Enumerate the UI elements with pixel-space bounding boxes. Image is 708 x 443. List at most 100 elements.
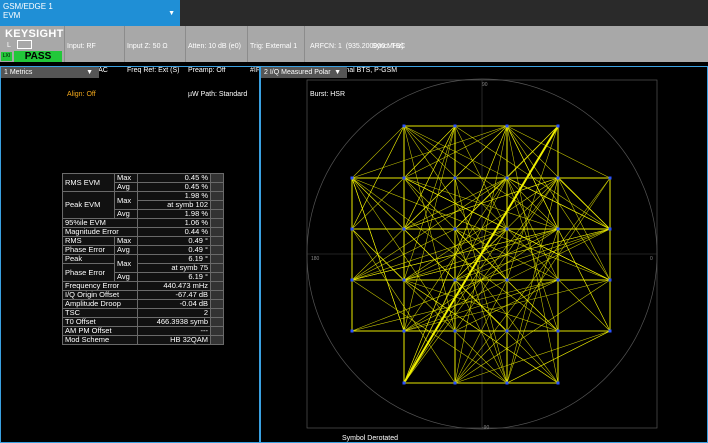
- mode-name: GSM/EDGE 1: [3, 2, 53, 11]
- table-row: Phase Error at symb 75: [62, 263, 224, 282]
- metrics-window-title-text: 1 Metrics: [4, 69, 33, 76]
- constellation-point: [350, 329, 354, 333]
- peak-phase-error-label: Phase Error: [62, 263, 115, 282]
- constellation-point: [505, 381, 509, 385]
- trajectory-trace: [403, 177, 508, 230]
- constellation-point: [556, 278, 560, 282]
- trajectory-trace: [506, 177, 559, 332]
- attenuation-settings[interactable]: Atten: 10 dB (e0) Preamp: Off µW Path: S…: [188, 27, 247, 115]
- table-row: Peak EVM Max 1.98 %: [62, 191, 224, 219]
- lxi-icon: LXI: [1, 52, 12, 61]
- trajectory-trace: [403, 125, 456, 281]
- trajectory-trace: [351, 228, 456, 384]
- constellation-point: [556, 227, 560, 231]
- burst-label: Burst: HSR: [310, 91, 346, 98]
- impedance-settings[interactable]: Input Z: 50 Ω Freq Ref: Ext (S): [127, 27, 180, 91]
- constellation-point: [453, 227, 457, 231]
- preamp-label: Preamp: Off: [188, 67, 226, 74]
- constellation-point: [608, 329, 612, 333]
- constellation-point: [453, 381, 457, 385]
- divider: [124, 26, 125, 62]
- axis-label-top: 90: [482, 82, 488, 88]
- constellation-point: [402, 227, 406, 231]
- table-row: Avg 1.98 %: [63, 209, 224, 219]
- divider: [185, 26, 186, 62]
- trajectory-trace: [454, 330, 611, 384]
- constellation-point: [556, 124, 560, 128]
- input-label: Input: RF: [67, 43, 96, 50]
- trajectory-trace: [351, 125, 508, 179]
- dropdown-arrow-icon: ▼: [86, 69, 93, 76]
- constellation-point: [608, 176, 612, 180]
- dropdown-arrow-icon: ▼: [334, 69, 341, 76]
- divider: [304, 26, 305, 62]
- trajectory-trace: [351, 125, 405, 230]
- constellation-point: [402, 124, 406, 128]
- dropdown-arrow-icon: ▼: [168, 10, 175, 17]
- table-row: TSC 2: [62, 308, 224, 318]
- table-row: Peak Max 6.19 °: [62, 254, 224, 273]
- trajectory-trace: [403, 177, 559, 230]
- trajectory-trace: [351, 125, 405, 179]
- trajectory-trace: [506, 228, 611, 281]
- constellation-point: [453, 124, 457, 128]
- iq-polar-window-title[interactable]: 2 I/Q Measured Polar ▼: [261, 67, 347, 78]
- table-row: 95%ile EVM 1.06 %: [62, 218, 224, 228]
- plot-footer: Symbol Derotated: [342, 435, 398, 442]
- peak-evm-label: Peak EVM: [62, 191, 115, 219]
- constellation-point: [402, 176, 406, 180]
- pass-status-badge: PASS: [14, 51, 62, 62]
- arfcn-label: ARFCN: 1 (935.200000 MHz): [310, 43, 404, 50]
- trigger-label: Trig: External 1: [250, 43, 298, 50]
- trajectory-trace: [403, 125, 559, 384]
- trajectory-trace: [403, 125, 456, 230]
- mode-selector[interactable]: GSM/EDGE 1 EVM ▼: [0, 0, 180, 26]
- constellation-point: [402, 381, 406, 385]
- constellation-point: [453, 176, 457, 180]
- trajectory-trace: [403, 279, 456, 384]
- divider: [247, 26, 248, 62]
- constellation-point: [402, 329, 406, 333]
- cell: [210, 335, 224, 345]
- trajectory-trace: [506, 330, 611, 384]
- constellation-point: [556, 329, 560, 333]
- constellation-point: [402, 278, 406, 282]
- constellation-point: [453, 329, 457, 333]
- axis-label-left: 180: [311, 256, 320, 262]
- trajectory-trace: [351, 177, 405, 230]
- constellation-point: [350, 227, 354, 231]
- align-label: Align: Off: [67, 91, 96, 98]
- constellation-point: [505, 278, 509, 282]
- constellation-point: [608, 278, 612, 282]
- trajectory-trace: [506, 279, 559, 332]
- metrics-window-title[interactable]: 1 Metrics ▼: [1, 67, 99, 78]
- uw-path-label: µW Path: Standard: [188, 91, 248, 98]
- remote-monitor-icon: [17, 40, 32, 49]
- input-z-label: Input Z: 50 Ω: [127, 43, 168, 50]
- metrics-table: RMS EVM Max 0.45 % Avg 0.45 % Peak EVM M…: [62, 173, 224, 345]
- axis-label-right: 0: [650, 256, 653, 262]
- constellation-point: [505, 227, 509, 231]
- trajectory-trace: [506, 125, 559, 281]
- constellation-point: [505, 329, 509, 333]
- trajectory-trace: [403, 177, 508, 332]
- trajectory-trace: [403, 228, 559, 384]
- constellation-point: [350, 176, 354, 180]
- trajectory-trace: [506, 125, 611, 179]
- trajectory-trace: [454, 330, 508, 384]
- constellation-point: [453, 278, 457, 282]
- measurement-name: EVM: [3, 11, 21, 20]
- sync-label: Sync: TSC: [372, 43, 406, 50]
- constellation-point: [556, 176, 560, 180]
- rms-evm-label: RMS EVM: [62, 173, 115, 192]
- trajectory-trace: [351, 177, 405, 332]
- trajectory-trace: [403, 125, 456, 332]
- constellation-point: [350, 278, 354, 282]
- trajectory-trace: [403, 177, 559, 384]
- trajectory-trace: [454, 279, 611, 384]
- constellation-point: [608, 227, 612, 231]
- settings-header: KEYSIGHT L LXI PASS Input: RF Coupling: …: [0, 26, 708, 98]
- trajectory-trace: [403, 125, 559, 230]
- trajectory-trace: [506, 125, 559, 230]
- constellation-point: [505, 124, 509, 128]
